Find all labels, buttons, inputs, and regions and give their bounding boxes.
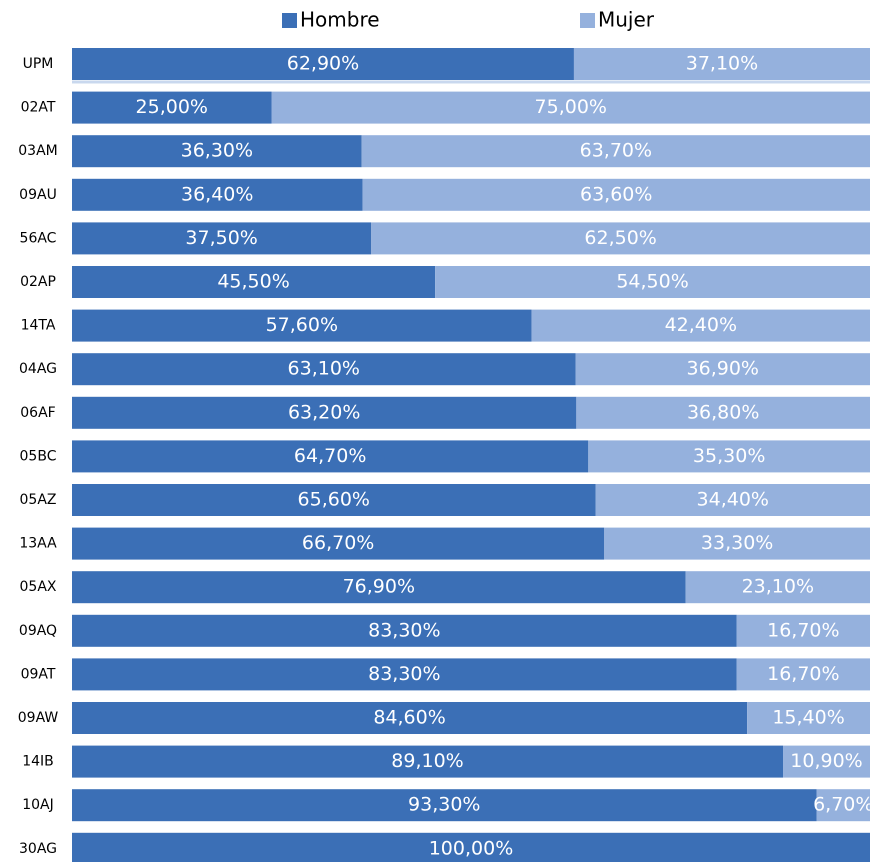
value-label: 6,70%: [813, 794, 873, 816]
category-label: 05AX: [20, 579, 57, 595]
value-label: 36,30%: [181, 140, 253, 162]
bar-segment: [72, 614, 737, 647]
bar-segment: [72, 48, 574, 80]
bar-segment: [736, 614, 870, 647]
category-label: 09AT: [21, 666, 56, 682]
bar-segment: [72, 266, 436, 298]
category-label: 02AT: [21, 100, 56, 116]
category-label: 05AZ: [20, 492, 57, 508]
category-label: 14TA: [21, 318, 56, 334]
value-label: 25,00%: [136, 96, 208, 118]
value-label: 76,90%: [343, 576, 415, 598]
value-label: 83,30%: [368, 663, 440, 685]
value-label: 62,90%: [287, 53, 359, 75]
bar-segment: [588, 440, 870, 473]
legend-swatch: [580, 13, 595, 28]
category-label: 09AU: [19, 187, 57, 203]
value-label: 63,20%: [288, 401, 360, 423]
value-label: 64,70%: [294, 445, 366, 467]
legend-label: Hombre: [300, 8, 380, 32]
bar-segment: [371, 222, 870, 255]
value-label: 62,50%: [584, 227, 656, 249]
value-label: 15,40%: [772, 707, 844, 729]
value-label: 36,90%: [687, 358, 759, 380]
bar-segment: [595, 484, 870, 516]
category-label: 09AW: [18, 710, 59, 726]
category-label: 10AJ: [22, 797, 54, 813]
legend-label: Mujer: [598, 8, 655, 32]
category-label: UPM: [23, 56, 54, 72]
bar-segment: [783, 745, 870, 778]
bar-segment: [72, 571, 686, 604]
bar-segment: [72, 440, 589, 473]
bar-segment: [435, 266, 870, 298]
value-label: 63,10%: [288, 358, 360, 380]
bar-segment: [72, 702, 748, 734]
bar-segment: [361, 135, 870, 168]
value-label: 63,70%: [580, 140, 652, 162]
bar-segment: [72, 396, 577, 429]
category-label: 04AG: [19, 361, 57, 377]
value-label: 35,30%: [693, 445, 765, 467]
category-label: 03AM: [18, 143, 57, 159]
bar-segment: [573, 48, 870, 80]
bar-segment: [72, 135, 362, 168]
category-label: 09AQ: [19, 623, 57, 639]
bar-segment: [72, 745, 784, 778]
value-label: 23,10%: [742, 576, 814, 598]
value-label: 16,70%: [767, 619, 839, 641]
bar-segment: [72, 353, 576, 386]
bar-segment: [72, 527, 605, 560]
bar-segment: [362, 178, 870, 211]
bar-segment: [531, 309, 870, 342]
value-label: 37,10%: [686, 53, 758, 75]
value-label: 37,50%: [185, 227, 257, 249]
bar-segment: [685, 571, 870, 604]
bar-segment: [72, 309, 532, 342]
value-label: 36,80%: [687, 401, 759, 423]
category-label: 05BC: [20, 448, 57, 464]
bar-segment: [271, 91, 870, 124]
value-label: 57,60%: [266, 314, 338, 336]
bar-segment: [72, 658, 737, 691]
legend-swatch: [282, 13, 297, 28]
value-label: 93,30%: [408, 794, 480, 816]
value-label: 66,70%: [302, 532, 374, 554]
bar-segment: [576, 396, 870, 429]
bar-segment: [72, 222, 372, 255]
category-label: 06AF: [20, 405, 55, 421]
value-label: 63,60%: [580, 183, 652, 205]
bar-segment: [72, 789, 817, 822]
bar-segment: [72, 178, 363, 211]
bar-segment: [816, 789, 870, 822]
category-label: 13AA: [19, 536, 57, 552]
value-label: 100,00%: [429, 837, 514, 859]
bar-segment: [747, 702, 870, 734]
bar-segment: [72, 832, 870, 862]
value-label: 75,00%: [535, 96, 607, 118]
value-label: 36,40%: [181, 183, 253, 205]
value-label: 84,60%: [373, 707, 445, 729]
value-label: 65,60%: [298, 489, 370, 511]
value-label: 10,90%: [790, 750, 862, 772]
bar-segment: [575, 353, 870, 386]
category-label: 14IB: [22, 754, 54, 770]
bar-segment: [604, 527, 870, 560]
bar-segment: [72, 91, 272, 124]
value-label: 42,40%: [665, 314, 737, 336]
bar-segment: [72, 484, 596, 516]
bar-segment: [736, 658, 870, 691]
value-label: 83,30%: [368, 619, 440, 641]
value-label: 34,40%: [697, 489, 769, 511]
category-label: 02AP: [20, 274, 56, 290]
value-label: 89,10%: [391, 750, 463, 772]
value-label: 45,50%: [217, 271, 289, 293]
value-label: 54,50%: [616, 271, 688, 293]
category-label: 56AC: [20, 230, 57, 246]
value-label: 16,70%: [767, 663, 839, 685]
value-label: 33,30%: [701, 532, 773, 554]
category-label: 30AG: [19, 841, 57, 857]
